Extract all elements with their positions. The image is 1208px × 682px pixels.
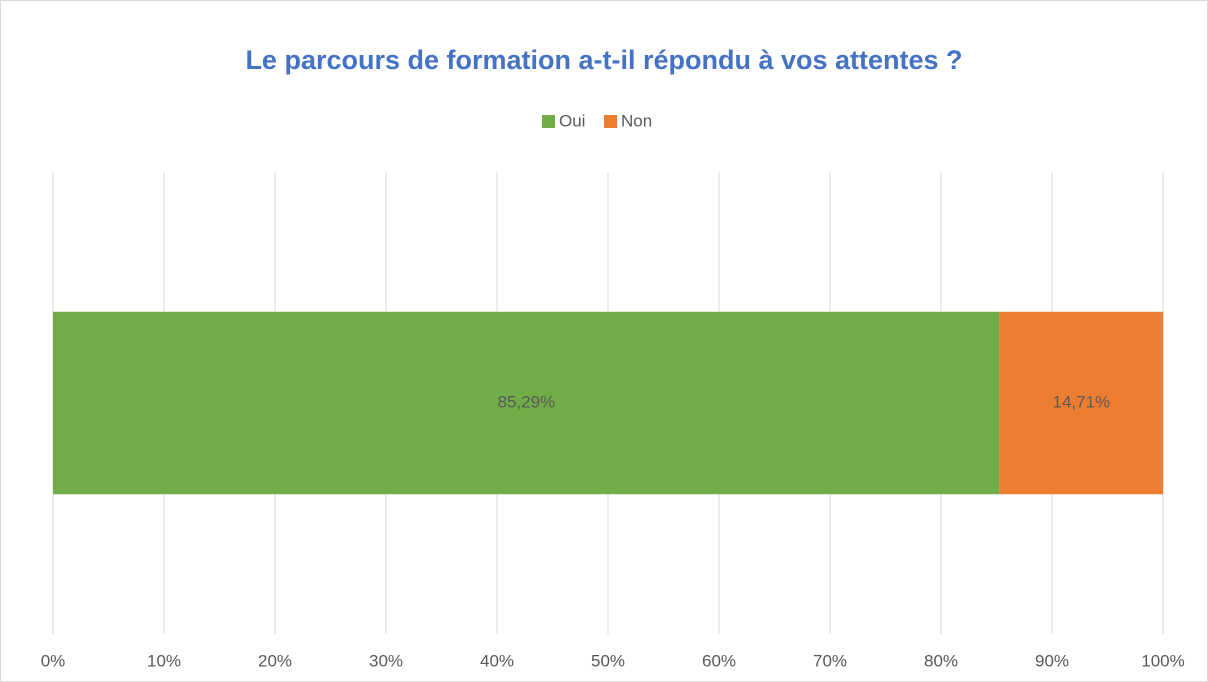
legend-swatch <box>604 115 617 128</box>
x-tick-label: 100% <box>1141 651 1184 670</box>
legend-swatch <box>542 115 555 128</box>
bar-segment <box>999 311 1163 495</box>
x-tick-label: 10% <box>147 651 181 670</box>
data-label: 85,29% <box>498 392 556 411</box>
x-tick-label: 80% <box>924 651 958 670</box>
x-tick-label: 0% <box>41 651 66 670</box>
legend-label: Oui <box>559 111 585 130</box>
x-tick-label: 20% <box>258 651 292 670</box>
x-tick-label: 40% <box>480 651 514 670</box>
data-label: 14,71% <box>1053 392 1111 411</box>
x-tick-label: 50% <box>591 651 625 670</box>
x-tick-label: 60% <box>702 651 736 670</box>
legend-label: Non <box>621 111 652 130</box>
x-tick-label: 30% <box>369 651 403 670</box>
x-tick-label: 90% <box>1035 651 1069 670</box>
bar-segment <box>53 311 1000 495</box>
x-tick-label: 70% <box>813 651 847 670</box>
chart-title: Le parcours de formation a-t-il répondu … <box>245 45 962 75</box>
